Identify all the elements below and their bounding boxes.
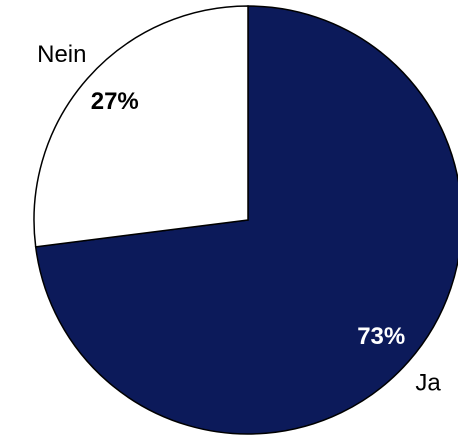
- pie-slice: [34, 5, 458, 435]
- pie-slice: [33, 5, 249, 248]
- category-label: Ja: [415, 370, 441, 397]
- value-label: 73%: [357, 323, 405, 350]
- value-label: 27%: [91, 88, 139, 115]
- category-label: Nein: [37, 41, 86, 68]
